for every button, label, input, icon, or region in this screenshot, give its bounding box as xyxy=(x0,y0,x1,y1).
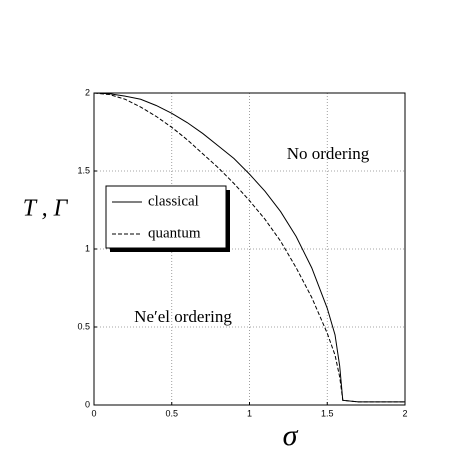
y-tick-label: 1.5 xyxy=(77,165,90,175)
legend-box xyxy=(105,185,227,249)
x-axis-label: σ xyxy=(283,419,299,452)
legend-label: classical xyxy=(148,193,199,209)
plot-frame xyxy=(93,92,406,406)
x-tick-label: 1.5 xyxy=(321,408,334,418)
y-axis-label: T , Γ xyxy=(23,196,69,222)
y-tick-label: 1 xyxy=(85,243,90,253)
annotation: Ne′el ordering xyxy=(134,307,232,326)
y-tick-label: 0.5 xyxy=(77,321,90,331)
y-tick-label: 0 xyxy=(85,399,90,409)
annotation: No ordering xyxy=(287,144,370,163)
y-tick-label: 2 xyxy=(85,87,90,97)
line-quantum xyxy=(93,92,405,403)
x-tick-label: 0.5 xyxy=(165,408,178,418)
x-tick-label: 0 xyxy=(91,408,96,418)
legend-label: quantum xyxy=(148,225,201,241)
x-tick-label: 2 xyxy=(402,408,407,418)
x-tick-label: 1 xyxy=(247,408,252,418)
